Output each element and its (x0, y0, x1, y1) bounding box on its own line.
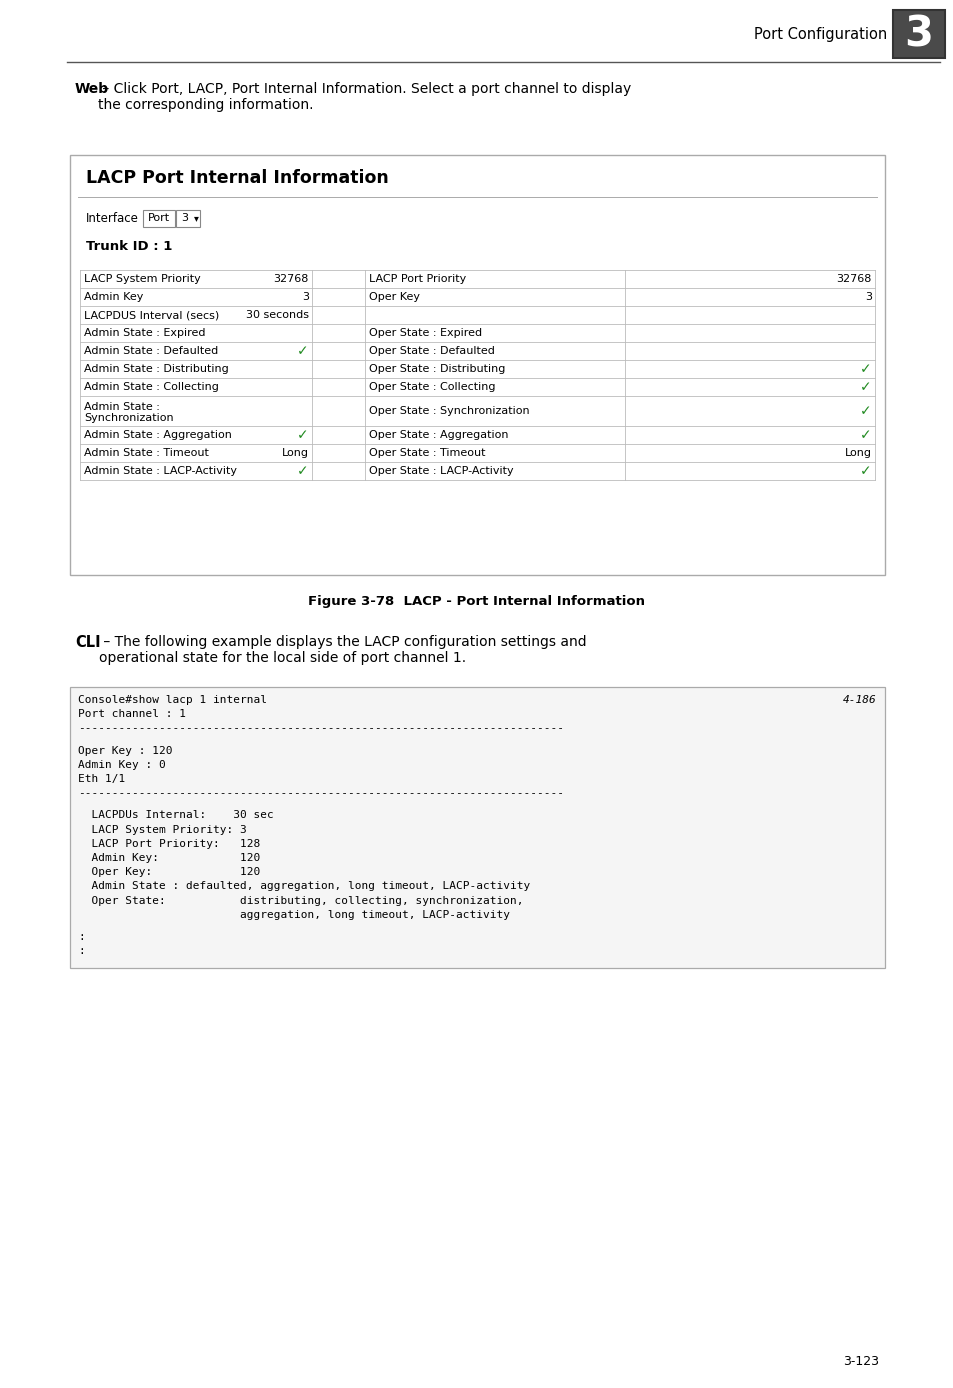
Text: LACP System Priority: 3: LACP System Priority: 3 (78, 824, 247, 834)
Text: 30 seconds: 30 seconds (246, 310, 309, 321)
Text: 3-123: 3-123 (842, 1355, 878, 1369)
Text: LACP Port Internal Information: LACP Port Internal Information (86, 169, 388, 187)
Text: Oper Key:             120: Oper Key: 120 (78, 868, 260, 877)
Text: Admin Key: Admin Key (84, 291, 143, 303)
Text: 3: 3 (903, 12, 933, 56)
Text: Admin State : LACP-Activity: Admin State : LACP-Activity (84, 466, 236, 476)
Bar (70, 155, 884, 575)
Text: 32768: 32768 (274, 273, 309, 285)
Bar (70, 687, 884, 969)
Text: Oper State : Defaulted: Oper State : Defaulted (369, 346, 495, 355)
Text: Admin State : defaulted, aggregation, long timeout, LACP-activity: Admin State : defaulted, aggregation, lo… (78, 881, 530, 891)
Text: Admin State : Expired: Admin State : Expired (84, 328, 205, 339)
Text: ✓: ✓ (860, 404, 871, 418)
Text: 3: 3 (181, 212, 188, 223)
Text: 3: 3 (302, 291, 309, 303)
Text: Admin Key:            120: Admin Key: 120 (78, 854, 260, 863)
Text: ✓: ✓ (860, 428, 871, 441)
Text: Oper Key : 120: Oper Key : 120 (78, 745, 172, 755)
Text: ▾: ▾ (193, 212, 198, 223)
Text: :: : (78, 947, 85, 956)
Text: Port Configuration: Port Configuration (753, 26, 886, 42)
Text: Eth 1/1: Eth 1/1 (78, 775, 125, 784)
Text: :: : (78, 931, 85, 942)
Text: Oper State : Aggregation: Oper State : Aggregation (369, 430, 508, 440)
Text: Interface: Interface (86, 212, 139, 225)
Text: Oper Key: Oper Key (369, 291, 419, 303)
Text: Oper State : Collecting: Oper State : Collecting (369, 382, 495, 391)
Text: 4-186: 4-186 (842, 695, 876, 705)
Text: LACP System Priority: LACP System Priority (84, 273, 200, 285)
Bar (143, 210, 174, 228)
Text: Admin State : Timeout: Admin State : Timeout (84, 448, 209, 458)
Text: LACPDUS Interval (secs): LACPDUS Interval (secs) (84, 310, 219, 321)
Text: Admin State : Distributing: Admin State : Distributing (84, 364, 229, 373)
Text: ✓: ✓ (860, 464, 871, 477)
Text: LACP Port Priority:   128: LACP Port Priority: 128 (78, 838, 260, 849)
Text: Oper State : Distributing: Oper State : Distributing (369, 364, 505, 373)
Text: Port: Port (148, 212, 170, 223)
Text: Oper State:           distributing, collecting, synchronization,: Oper State: distributing, collecting, sy… (78, 895, 523, 905)
Text: ✓: ✓ (297, 344, 309, 358)
Text: Synchronization: Synchronization (84, 414, 173, 423)
Text: Admin State :: Admin State : (84, 403, 160, 412)
Text: Web: Web (75, 82, 109, 96)
Text: Admin State : Collecting: Admin State : Collecting (84, 382, 218, 391)
Text: 3: 3 (864, 291, 871, 303)
Text: – The following example displays the LACP configuration settings and
operational: – The following example displays the LAC… (99, 634, 586, 665)
Text: aggregation, long timeout, LACP-activity: aggregation, long timeout, LACP-activity (78, 909, 510, 920)
Text: Port channel : 1: Port channel : 1 (78, 709, 186, 719)
Bar (175, 210, 200, 228)
Text: Oper State : Synchronization: Oper State : Synchronization (369, 407, 529, 416)
Text: Admin State : Defaulted: Admin State : Defaulted (84, 346, 218, 355)
Text: 32768: 32768 (836, 273, 871, 285)
Text: ✓: ✓ (297, 428, 309, 441)
Text: ------------------------------------------------------------------------: ----------------------------------------… (78, 723, 563, 733)
Text: Trunk ID : 1: Trunk ID : 1 (86, 240, 172, 253)
Text: ✓: ✓ (860, 362, 871, 376)
Bar (892, 10, 944, 58)
Text: Oper State : Timeout: Oper State : Timeout (369, 448, 485, 458)
Text: Oper State : Expired: Oper State : Expired (369, 328, 481, 339)
Text: ------------------------------------------------------------------------: ----------------------------------------… (78, 788, 563, 798)
Text: Long: Long (844, 448, 871, 458)
Text: Long: Long (282, 448, 309, 458)
Text: Figure 3-78  LACP - Port Internal Information: Figure 3-78 LACP - Port Internal Informa… (308, 595, 645, 608)
Text: Admin Key : 0: Admin Key : 0 (78, 759, 166, 770)
Text: Console#show lacp 1 internal: Console#show lacp 1 internal (78, 695, 537, 705)
Text: Oper State : LACP-Activity: Oper State : LACP-Activity (369, 466, 513, 476)
Text: LACPDUs Internal:    30 sec: LACPDUs Internal: 30 sec (78, 811, 274, 820)
Text: ✓: ✓ (297, 464, 309, 477)
Text: – Click Port, LACP, Port Internal Information. Select a port channel to display
: – Click Port, LACP, Port Internal Inform… (98, 82, 631, 112)
Text: CLI: CLI (75, 634, 100, 650)
Text: ✓: ✓ (860, 380, 871, 394)
Text: LACP Port Priority: LACP Port Priority (369, 273, 466, 285)
Text: Admin State : Aggregation: Admin State : Aggregation (84, 430, 232, 440)
